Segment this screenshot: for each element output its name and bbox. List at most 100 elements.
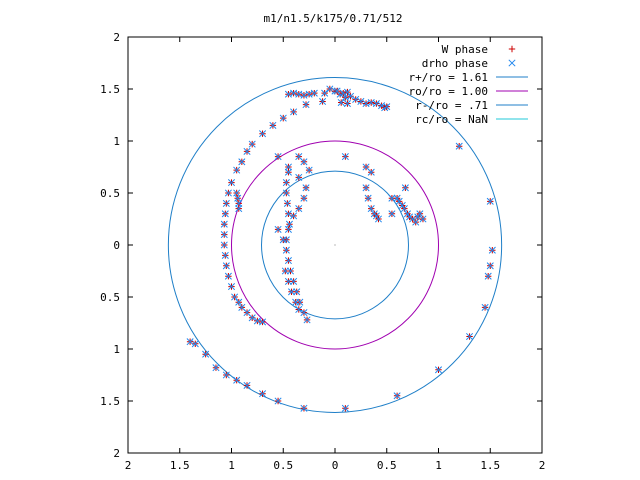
data-point — [274, 225, 282, 233]
data-point — [290, 108, 298, 116]
y-tick-label: 1.5 — [100, 395, 120, 408]
data-point — [279, 236, 287, 244]
legend-label: rc/ro = NaN — [415, 113, 488, 126]
data-point — [362, 184, 370, 192]
data-point — [374, 215, 383, 223]
data-point — [224, 189, 232, 197]
data-point — [284, 277, 292, 285]
legend-label: r-/ro = .71 — [415, 99, 488, 112]
data-point — [295, 90, 303, 98]
data-point — [238, 158, 246, 166]
y-tick-label: 2 — [113, 31, 120, 44]
data-point — [233, 376, 241, 384]
data-point — [434, 366, 443, 374]
data-point — [222, 199, 230, 207]
data-point — [220, 241, 228, 249]
circle-3 — [231, 140, 439, 350]
data-point — [283, 199, 291, 207]
y-tick-label: 2 — [113, 447, 120, 460]
y-tick-label: 0.5 — [100, 187, 120, 200]
data-point — [488, 246, 496, 254]
data-point — [465, 332, 474, 341]
data-point — [364, 194, 372, 202]
data-point — [300, 194, 308, 202]
data-point — [287, 288, 296, 296]
legend-label: ro/ro = 1.00 — [409, 85, 488, 98]
data-point — [282, 179, 290, 187]
data-point — [367, 168, 375, 176]
data-point — [284, 257, 292, 265]
legend-label: W phase — [442, 43, 488, 56]
axis-ticks: 2 1.5 1 0.5 0 0.5 1 1.5 221.510.500.511.52 — [100, 31, 545, 472]
data-point — [295, 305, 303, 314]
y-tick-label: 1.5 — [100, 83, 120, 96]
data-point — [274, 397, 282, 405]
data-point — [303, 316, 311, 324]
data-point — [202, 350, 210, 358]
data-point — [395, 197, 403, 205]
x-tick-label: 0.5 — [377, 459, 397, 472]
circle-4 — [261, 170, 409, 320]
data-points — [186, 85, 496, 412]
data-point — [258, 318, 267, 326]
x-tick-label: 1 — [435, 459, 442, 472]
data-point — [186, 338, 194, 346]
data-point — [285, 220, 294, 228]
data-point — [292, 298, 300, 306]
data-point — [295, 205, 303, 213]
data-point — [220, 220, 228, 228]
data-point — [388, 194, 396, 202]
legend-swatch — [508, 59, 516, 67]
data-point — [220, 231, 228, 239]
data-point — [284, 163, 292, 171]
data-point — [333, 87, 341, 95]
data-point — [258, 390, 267, 398]
data-point — [221, 210, 229, 218]
data-point — [284, 168, 292, 176]
data-point — [279, 114, 287, 122]
data-point — [282, 246, 290, 254]
legend-label: r+/ro = 1.61 — [409, 71, 488, 84]
data-point — [222, 371, 230, 379]
data-point — [337, 98, 345, 107]
y-tick-label: 1 — [113, 343, 120, 356]
data-point — [412, 218, 420, 226]
data-point — [302, 101, 310, 109]
data-point — [295, 173, 303, 181]
chart-title: m1/n1.5/k175/0.71/512 — [263, 12, 402, 25]
data-point — [419, 215, 427, 223]
data-point — [343, 100, 351, 108]
data-point — [310, 89, 318, 97]
data-point — [248, 314, 256, 322]
y-tick-label: 0.5 — [100, 291, 120, 304]
data-point — [243, 381, 251, 389]
data-point — [455, 142, 463, 150]
x-tick-label: 0.5 — [273, 459, 293, 472]
data-point — [227, 283, 236, 291]
data-point — [282, 189, 290, 197]
data-point — [393, 392, 401, 400]
data-point — [235, 205, 243, 213]
x-tick-label: 1.5 — [170, 459, 190, 472]
data-point — [305, 166, 313, 174]
legend-label: drho phase — [422, 57, 488, 70]
x-tick-label: 2 — [539, 459, 546, 472]
data-point — [224, 272, 232, 280]
data-point — [227, 179, 236, 187]
data-point — [486, 197, 494, 205]
data-point — [481, 303, 489, 311]
x-tick-label: 1.5 — [480, 459, 500, 472]
data-point — [341, 404, 349, 412]
data-point — [212, 364, 220, 372]
data-point — [300, 309, 308, 317]
x-tick-label: 0 — [332, 459, 339, 472]
data-point — [269, 121, 277, 129]
data-point — [281, 267, 289, 275]
data-point — [388, 210, 396, 218]
data-point — [319, 97, 327, 106]
data-point — [243, 147, 251, 155]
data-point — [343, 88, 351, 96]
y-tick-label: 1 — [113, 135, 120, 148]
